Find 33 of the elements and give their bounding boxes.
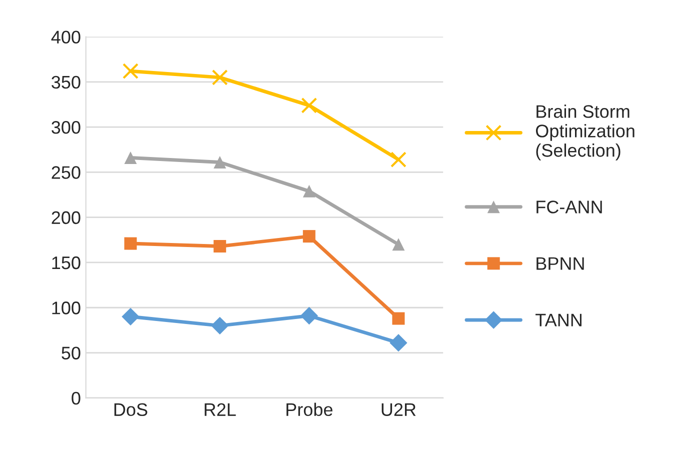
- point: [302, 230, 316, 243]
- y-tick-label: 50: [62, 346, 80, 360]
- point: [301, 97, 318, 114]
- point: [214, 240, 226, 252]
- point: [122, 63, 139, 80]
- y-tick-label: 0: [72, 392, 80, 405]
- point: [124, 152, 137, 164]
- y-tick-label: 150: [52, 256, 80, 270]
- point: [122, 308, 140, 326]
- x-tick-label: U2R: [382, 403, 416, 416]
- y-tick-label: 200: [52, 211, 80, 224]
- point: [392, 238, 405, 251]
- point: [390, 334, 408, 352]
- point: [392, 312, 405, 325]
- legend-label: Brain Storm Optimization (Selection): [536, 104, 634, 160]
- x-tick-label: R2L: [204, 403, 236, 416]
- y-tick-label: 400: [51, 30, 80, 44]
- x-tick-label: Probe: [286, 402, 332, 416]
- point: [390, 152, 406, 168]
- point: [302, 184, 316, 198]
- y-tick-label: 100: [52, 302, 80, 314]
- legend-label: BPNN: [536, 257, 584, 270]
- point: [300, 306, 318, 325]
- x-tick-label: DoS: [114, 403, 148, 416]
- legend-label: FC-ANN: [536, 200, 602, 214]
- point: [214, 156, 226, 169]
- point: [211, 316, 229, 335]
- y-tick-label: 300: [52, 121, 80, 134]
- point: [212, 69, 228, 86]
- y-tick-label: 350: [52, 76, 80, 89]
- point: [124, 237, 137, 250]
- y-tick-label: 250: [52, 166, 80, 179]
- legend-label: TANN: [536, 314, 582, 326]
